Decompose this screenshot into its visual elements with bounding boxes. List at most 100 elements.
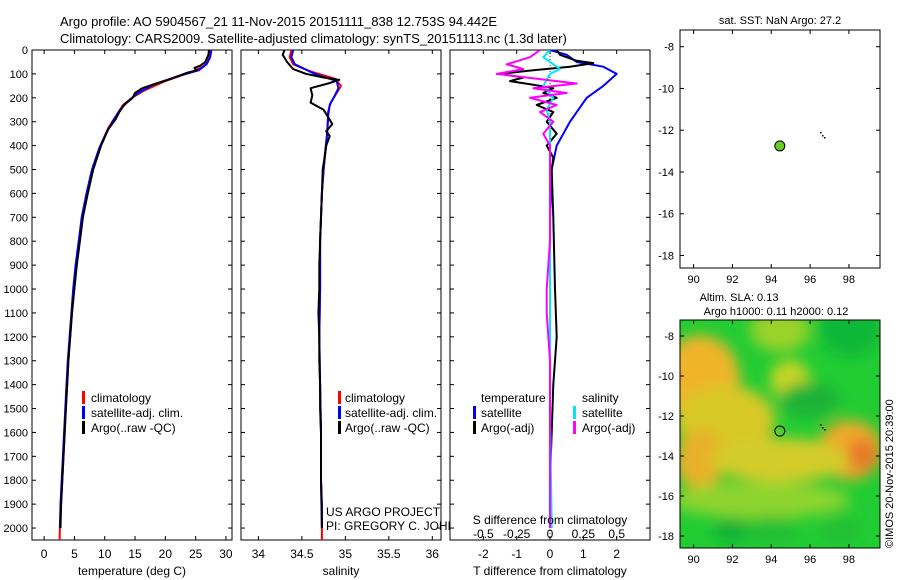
map-y-tick-label: -14 bbox=[658, 451, 674, 463]
depth-tick-label: 100 bbox=[10, 69, 28, 81]
x-tick-label: 15 bbox=[128, 547, 142, 561]
x-tick-label: -2 bbox=[478, 547, 489, 561]
argo-position-marker bbox=[774, 140, 786, 152]
track-mark bbox=[822, 427, 824, 429]
project-label: US ARGO PROJECT bbox=[326, 505, 441, 519]
s-tick-label: 0 bbox=[547, 527, 554, 541]
map-x-tick-label: 96 bbox=[804, 554, 816, 566]
map-x-tick-label: 98 bbox=[843, 554, 855, 566]
legend-label-argo: Argo(..raw -QC) bbox=[91, 421, 176, 435]
track-mark bbox=[822, 135, 824, 137]
legend-swatch-argo bbox=[338, 421, 341, 434]
x-tick-label: 1 bbox=[580, 547, 587, 561]
legend-label-sal-argo: Argo(-adj) bbox=[582, 421, 635, 435]
depth-tick-label: 300 bbox=[10, 117, 28, 129]
track-mark bbox=[824, 137, 826, 139]
map-y-tick-label: -10 bbox=[658, 371, 674, 383]
depth-tick-label: 400 bbox=[10, 141, 28, 153]
legend-label-argo: Argo(..raw -QC) bbox=[345, 421, 430, 435]
salinity-series bbox=[281, 50, 342, 540]
map-x-tick-label: 92 bbox=[726, 554, 738, 566]
sla-heatmap bbox=[680, 320, 880, 548]
figure-subtitle: Climatology: CARS2009. Satellite-adjuste… bbox=[60, 31, 567, 46]
sla-blob bbox=[780, 382, 840, 418]
legend-label-temp-argo: Argo(-adj) bbox=[481, 421, 534, 435]
series-line-salinity-satellite bbox=[542, 50, 561, 529]
salinity-y-ticks bbox=[241, 49, 441, 529]
map-x-tick-label: 96 bbox=[804, 274, 816, 286]
salinity-x-axis: 34 34.5 35 35.5 36 bbox=[252, 50, 439, 561]
depth-tick-label: 0 bbox=[22, 45, 28, 57]
legend-label-satellite: satellite-adj. clim. bbox=[91, 406, 183, 420]
sla-blob bbox=[818, 320, 880, 356]
imos-credit: ©IMOS 20-Nov-2015 20:39:00 bbox=[884, 399, 896, 548]
temperature-xlabel: temperature (deg C) bbox=[78, 564, 186, 578]
legend-label-climatology: climatology bbox=[91, 391, 151, 405]
map-y-tick-label: -14 bbox=[658, 167, 674, 179]
legend-swatch-satellite bbox=[82, 406, 85, 419]
sst-map-ticks: 90 92 94 96 98 -8 -10 -12 -14 -16 -18 bbox=[658, 30, 880, 286]
sla-blob bbox=[714, 518, 746, 542]
sla-map-title: Altim. SLA: 0.13 bbox=[700, 292, 779, 304]
temperature-legend: climatology satellite-adj. clim. Argo(..… bbox=[82, 391, 183, 435]
sst-map-panel: sat. SST: NaN Argo: 27.2 90 92 94 96 98 -8 -10… bbox=[658, 15, 881, 286]
s-tick-label: 0.5 bbox=[608, 527, 625, 541]
sla-map-ticks: 90 92 94 96 98 -8 -10 -12 -14 -16 -18 bbox=[658, 320, 880, 566]
x-tick-label: 34 bbox=[252, 547, 266, 561]
sla-field bbox=[680, 320, 880, 544]
difference-legend: temperature satellite Argo(-adj) salinit… bbox=[473, 391, 635, 435]
track-marks bbox=[820, 132, 826, 139]
legend-swatch-climatology bbox=[338, 391, 341, 404]
map-y-tick-label: -18 bbox=[658, 250, 674, 262]
legend-title-salinity: salinity bbox=[582, 391, 619, 405]
sla-blob bbox=[710, 438, 850, 482]
x-tick-label: 30 bbox=[219, 547, 233, 561]
salinity-legend: climatology satellite-adj. clim. Argo(..… bbox=[338, 391, 437, 435]
sla-blob bbox=[680, 430, 725, 490]
temperature-series bbox=[58, 50, 213, 540]
sla-blob bbox=[750, 320, 810, 352]
depth-tick-label: 1300 bbox=[4, 356, 28, 368]
salinity-axes bbox=[240, 49, 442, 541]
depth-tick-label: 700 bbox=[10, 212, 28, 224]
x-tick-label: 34.5 bbox=[290, 547, 314, 561]
legend-swatch-sal-argo bbox=[573, 421, 576, 434]
depth-tick-label: 500 bbox=[10, 165, 28, 177]
x-tick-label: 2 bbox=[613, 547, 620, 561]
sla-blob bbox=[680, 482, 850, 518]
series-line-salinity-argo-adj- bbox=[495, 50, 578, 528]
depth-tick-label: 800 bbox=[10, 236, 28, 248]
temperature-x-axis: 0 5 10 15 20 25 30 bbox=[32, 49, 233, 561]
map-x-tick-label: 90 bbox=[687, 274, 699, 286]
x-tick-label: 10 bbox=[98, 547, 112, 561]
map-y-tick-label: -18 bbox=[658, 531, 674, 543]
x-tick-label: 25 bbox=[189, 547, 203, 561]
pi-label: PI: GREGORY C. JOHNSON bbox=[326, 519, 482, 533]
depth-tick-label: 1000 bbox=[4, 284, 28, 296]
s-tick-label: -0.25 bbox=[503, 527, 531, 541]
temperature-axes bbox=[31, 49, 233, 541]
depth-axis: 0 100 200 300 400 500 600 700 800 900 1000 1100 1200… bbox=[4, 45, 28, 535]
legend-label-sal-satellite: satellite bbox=[582, 406, 623, 420]
depth-tick-label: 1200 bbox=[4, 332, 28, 344]
depth-tick-label: 2000 bbox=[4, 523, 28, 535]
x-tick-label: 20 bbox=[159, 547, 173, 561]
sla-map-panel: Altim. SLA: 0.13 Argo h1000: 0.11 h2000:… bbox=[658, 292, 881, 566]
map-x-tick-label: 94 bbox=[765, 274, 777, 286]
depth-tick-label: 1500 bbox=[4, 404, 28, 416]
depth-tick-label: 1700 bbox=[4, 451, 28, 463]
sla-blob bbox=[820, 516, 860, 544]
sla-map-marker-group bbox=[774, 425, 786, 437]
legend-label-temp-satellite: satellite bbox=[481, 406, 522, 420]
map-x-tick-label: 90 bbox=[687, 554, 699, 566]
s-tick-label: 0.25 bbox=[572, 527, 596, 541]
map-x-tick-label: 92 bbox=[726, 274, 738, 286]
depth-tick-label: 1600 bbox=[4, 427, 28, 439]
map-y-tick-label: -12 bbox=[658, 125, 674, 137]
difference-xlabel: T difference from climatology bbox=[473, 564, 627, 578]
difference-series bbox=[495, 50, 618, 529]
legend-label-climatology: climatology bbox=[345, 391, 405, 405]
sla-map-axes bbox=[679, 319, 881, 549]
sst-map-title: sat. SST: NaN Argo: 27.2 bbox=[719, 15, 841, 27]
x-tick-label: 35.5 bbox=[377, 547, 401, 561]
